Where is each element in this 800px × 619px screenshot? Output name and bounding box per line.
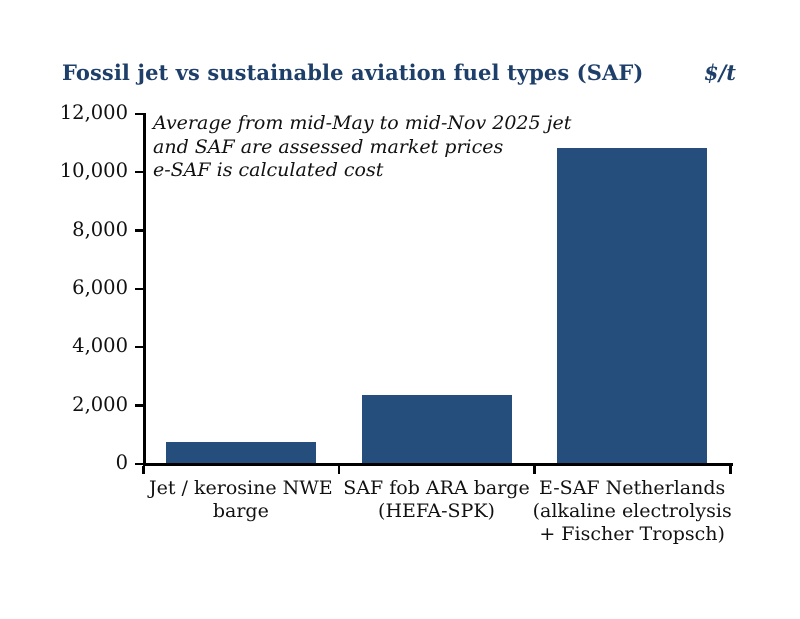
y-tick-label: 8,000 [72,217,128,241]
x-category-label-line: SAF fob ARA barge [343,477,530,499]
bar-1 [165,442,316,463]
y-tick-mark [135,462,143,465]
bar-3 [557,148,708,463]
x-tick-mark [142,466,145,474]
y-tick-label: 4,000 [72,334,128,358]
y-tick-label: 2,000 [72,392,128,416]
y-tick-mark [135,404,143,407]
y-tick-label: 0 [115,451,128,474]
x-category-label-line: + Fischer Tropsch) [539,523,725,545]
annotation-line-2: and SAF are assessed market prices [153,135,504,158]
y-tick-mark [135,287,143,290]
x-category-label-line: (alkaline electrolysis [532,500,732,522]
y-tick-label: 12,000 [59,101,128,124]
unit-label: $/t [704,60,736,85]
y-tick-mark [135,345,143,349]
x-category-label: E-SAF Netherlands (alkaline electrolysis +… [517,477,747,546]
y-tick-label: 10,000 [59,159,128,183]
annotation-line-3: e-SAF is calculated cost [153,159,384,181]
bar-2 [361,395,512,463]
x-category-label: SAF fob ARA barge (HEFA-SPK) [322,477,552,523]
x-tick-mark [337,466,341,474]
chart-title: Fossil jet vs sustainable aviation fuel … [62,60,644,85]
x-tick-mark [729,466,732,474]
x-category-label: Jet / kerosine NWE barge [126,477,356,523]
y-tick-mark [135,170,143,174]
x-category-label-line: Jet / kerosine NWE [149,477,333,499]
plot-area [143,113,733,466]
y-tick-label: 6,000 [72,276,128,299]
x-category-label-line: E-SAF Netherlands [539,477,726,499]
chart-annotation: Average from mid-May to mid-Nov 2025 jet… [153,112,571,183]
annotation-line-1: Average from mid-May to mid-Nov 2025 jet [153,112,572,134]
x-category-label-line: barge [212,500,269,522]
y-tick-mark [135,112,143,115]
x-tick-mark [533,466,536,474]
y-tick-mark [135,229,143,232]
x-category-label-line: (HEFA-SPK) [378,500,495,522]
